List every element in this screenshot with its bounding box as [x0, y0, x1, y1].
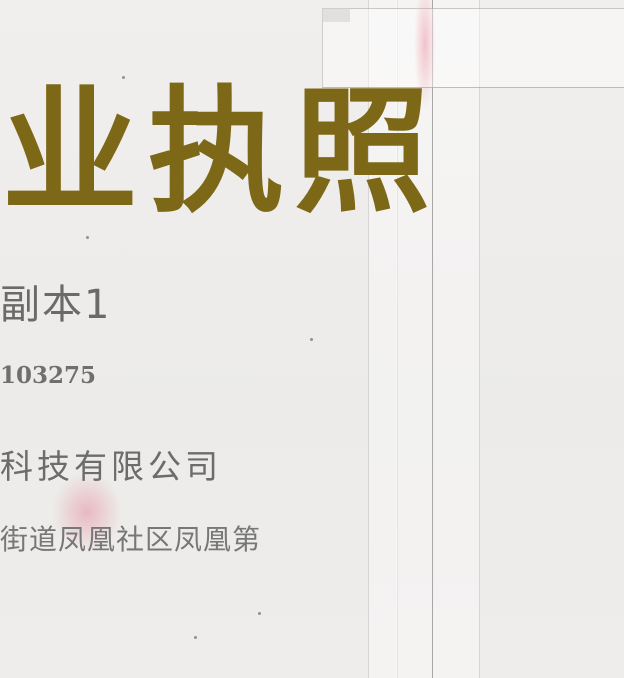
speck [310, 338, 313, 341]
ink-mark [414, 0, 436, 110]
tape-strip-horizontal [322, 8, 624, 88]
company-address: 街道凤凰社区凤凰第 [0, 523, 262, 556]
tape-corner [322, 8, 350, 22]
speck [122, 76, 125, 79]
speck [194, 636, 197, 639]
speck [86, 236, 89, 239]
tape-strip [368, 0, 398, 678]
tape-strip [396, 0, 433, 678]
company-name: 科技有限公司 [0, 447, 222, 486]
tape-strip [432, 0, 480, 678]
stamp-mark [52, 472, 122, 552]
registration-number: 103275 [0, 362, 97, 389]
copy-label: 副本1 [0, 282, 112, 328]
license-title: 业执照 [2, 74, 440, 232]
speck [258, 612, 261, 615]
